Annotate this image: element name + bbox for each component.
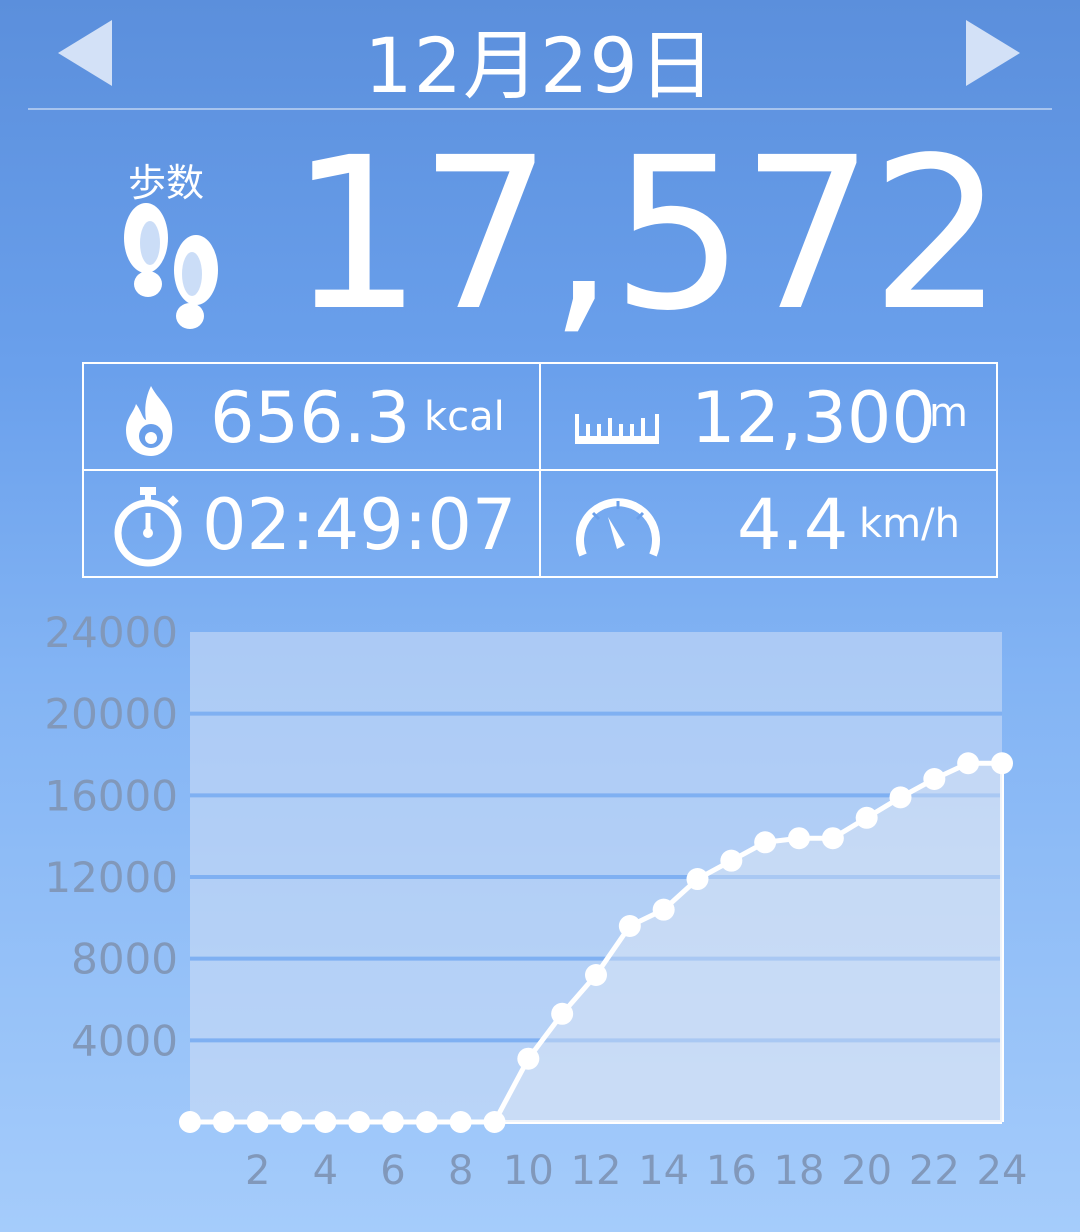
y-tick-label: 12000 [44,853,178,902]
x-tick-label: 12 [571,1148,622,1194]
flame-icon [126,386,173,456]
y-tick-label: 8000 [71,935,178,984]
y-tick-label: 16000 [44,771,178,820]
data-point [720,849,743,872]
steps-count: 17,572 [289,112,1004,357]
footprints-icon [124,203,218,329]
data-point [821,827,844,850]
data-point [957,752,980,775]
data-point [686,868,709,891]
x-tick-label: 16 [706,1148,757,1194]
stats-grid: 656.3 kcal 12,300 m 02:49:07 [82,362,998,578]
date-header: 12月29日 [0,0,1080,110]
data-point [246,1111,269,1133]
data-point [517,1047,540,1070]
x-tick-label: 22 [909,1148,960,1194]
x-tick-label: 18 [774,1148,825,1194]
distance-cell: 12,300 m [541,364,996,469]
y-tick-label: 4000 [71,1016,178,1065]
data-point [179,1111,201,1133]
x-tick-label: 24 [977,1148,1028,1194]
calories-cell: 656.3 kcal [84,364,539,469]
calories-value: 656.3 [210,377,411,459]
header-divider [28,108,1052,110]
data-point [923,768,946,790]
speed-value: 4.4 [737,484,849,566]
data-point [889,786,912,809]
data-point [855,806,878,829]
x-tick-label: 20 [841,1148,892,1194]
x-tick-label: 2 [245,1148,270,1194]
grid-divider-horizontal [84,469,996,471]
x-tick-label: 4 [313,1148,338,1194]
y-tick-label: 20000 [44,690,178,739]
speed-cell: 4.4 km/h [541,471,996,576]
area-fill [190,763,1002,1122]
y-tick-label: 24000 [44,608,178,657]
data-point [652,898,675,921]
duration-value: 02:49:07 [202,484,517,566]
distance-value: 12,300 [691,377,936,459]
data-point [483,1111,506,1133]
duration-cell: 02:49:07 [84,471,539,576]
data-point [788,827,810,850]
x-tick-label: 6 [380,1148,405,1194]
data-point [382,1111,404,1133]
calories-unit: kcal [424,394,505,440]
stopwatch-icon [114,487,182,567]
x-tick-label: 14 [638,1148,689,1194]
data-point [280,1111,303,1133]
x-tick-label: 10 [503,1148,554,1194]
data-point [314,1111,337,1133]
data-point [415,1111,438,1133]
data-point [551,1002,574,1025]
triangle-right-icon[interactable] [964,18,1024,88]
speed-unit: km/h [859,501,960,547]
ruler-icon [575,414,659,444]
data-point [618,915,641,937]
triangle-left-icon[interactable] [54,18,114,88]
data-point [348,1111,371,1133]
date-title: 12月29日 [364,21,716,110]
speedometer-icon [576,498,660,557]
steps-label: 歩数 [128,161,205,205]
distance-unit: m [929,390,968,436]
x-tick-label: 8 [448,1148,473,1194]
data-point [212,1111,235,1133]
data-point [991,752,1013,775]
data-point [585,964,607,986]
data-point [449,1111,472,1133]
data-point [754,831,777,854]
